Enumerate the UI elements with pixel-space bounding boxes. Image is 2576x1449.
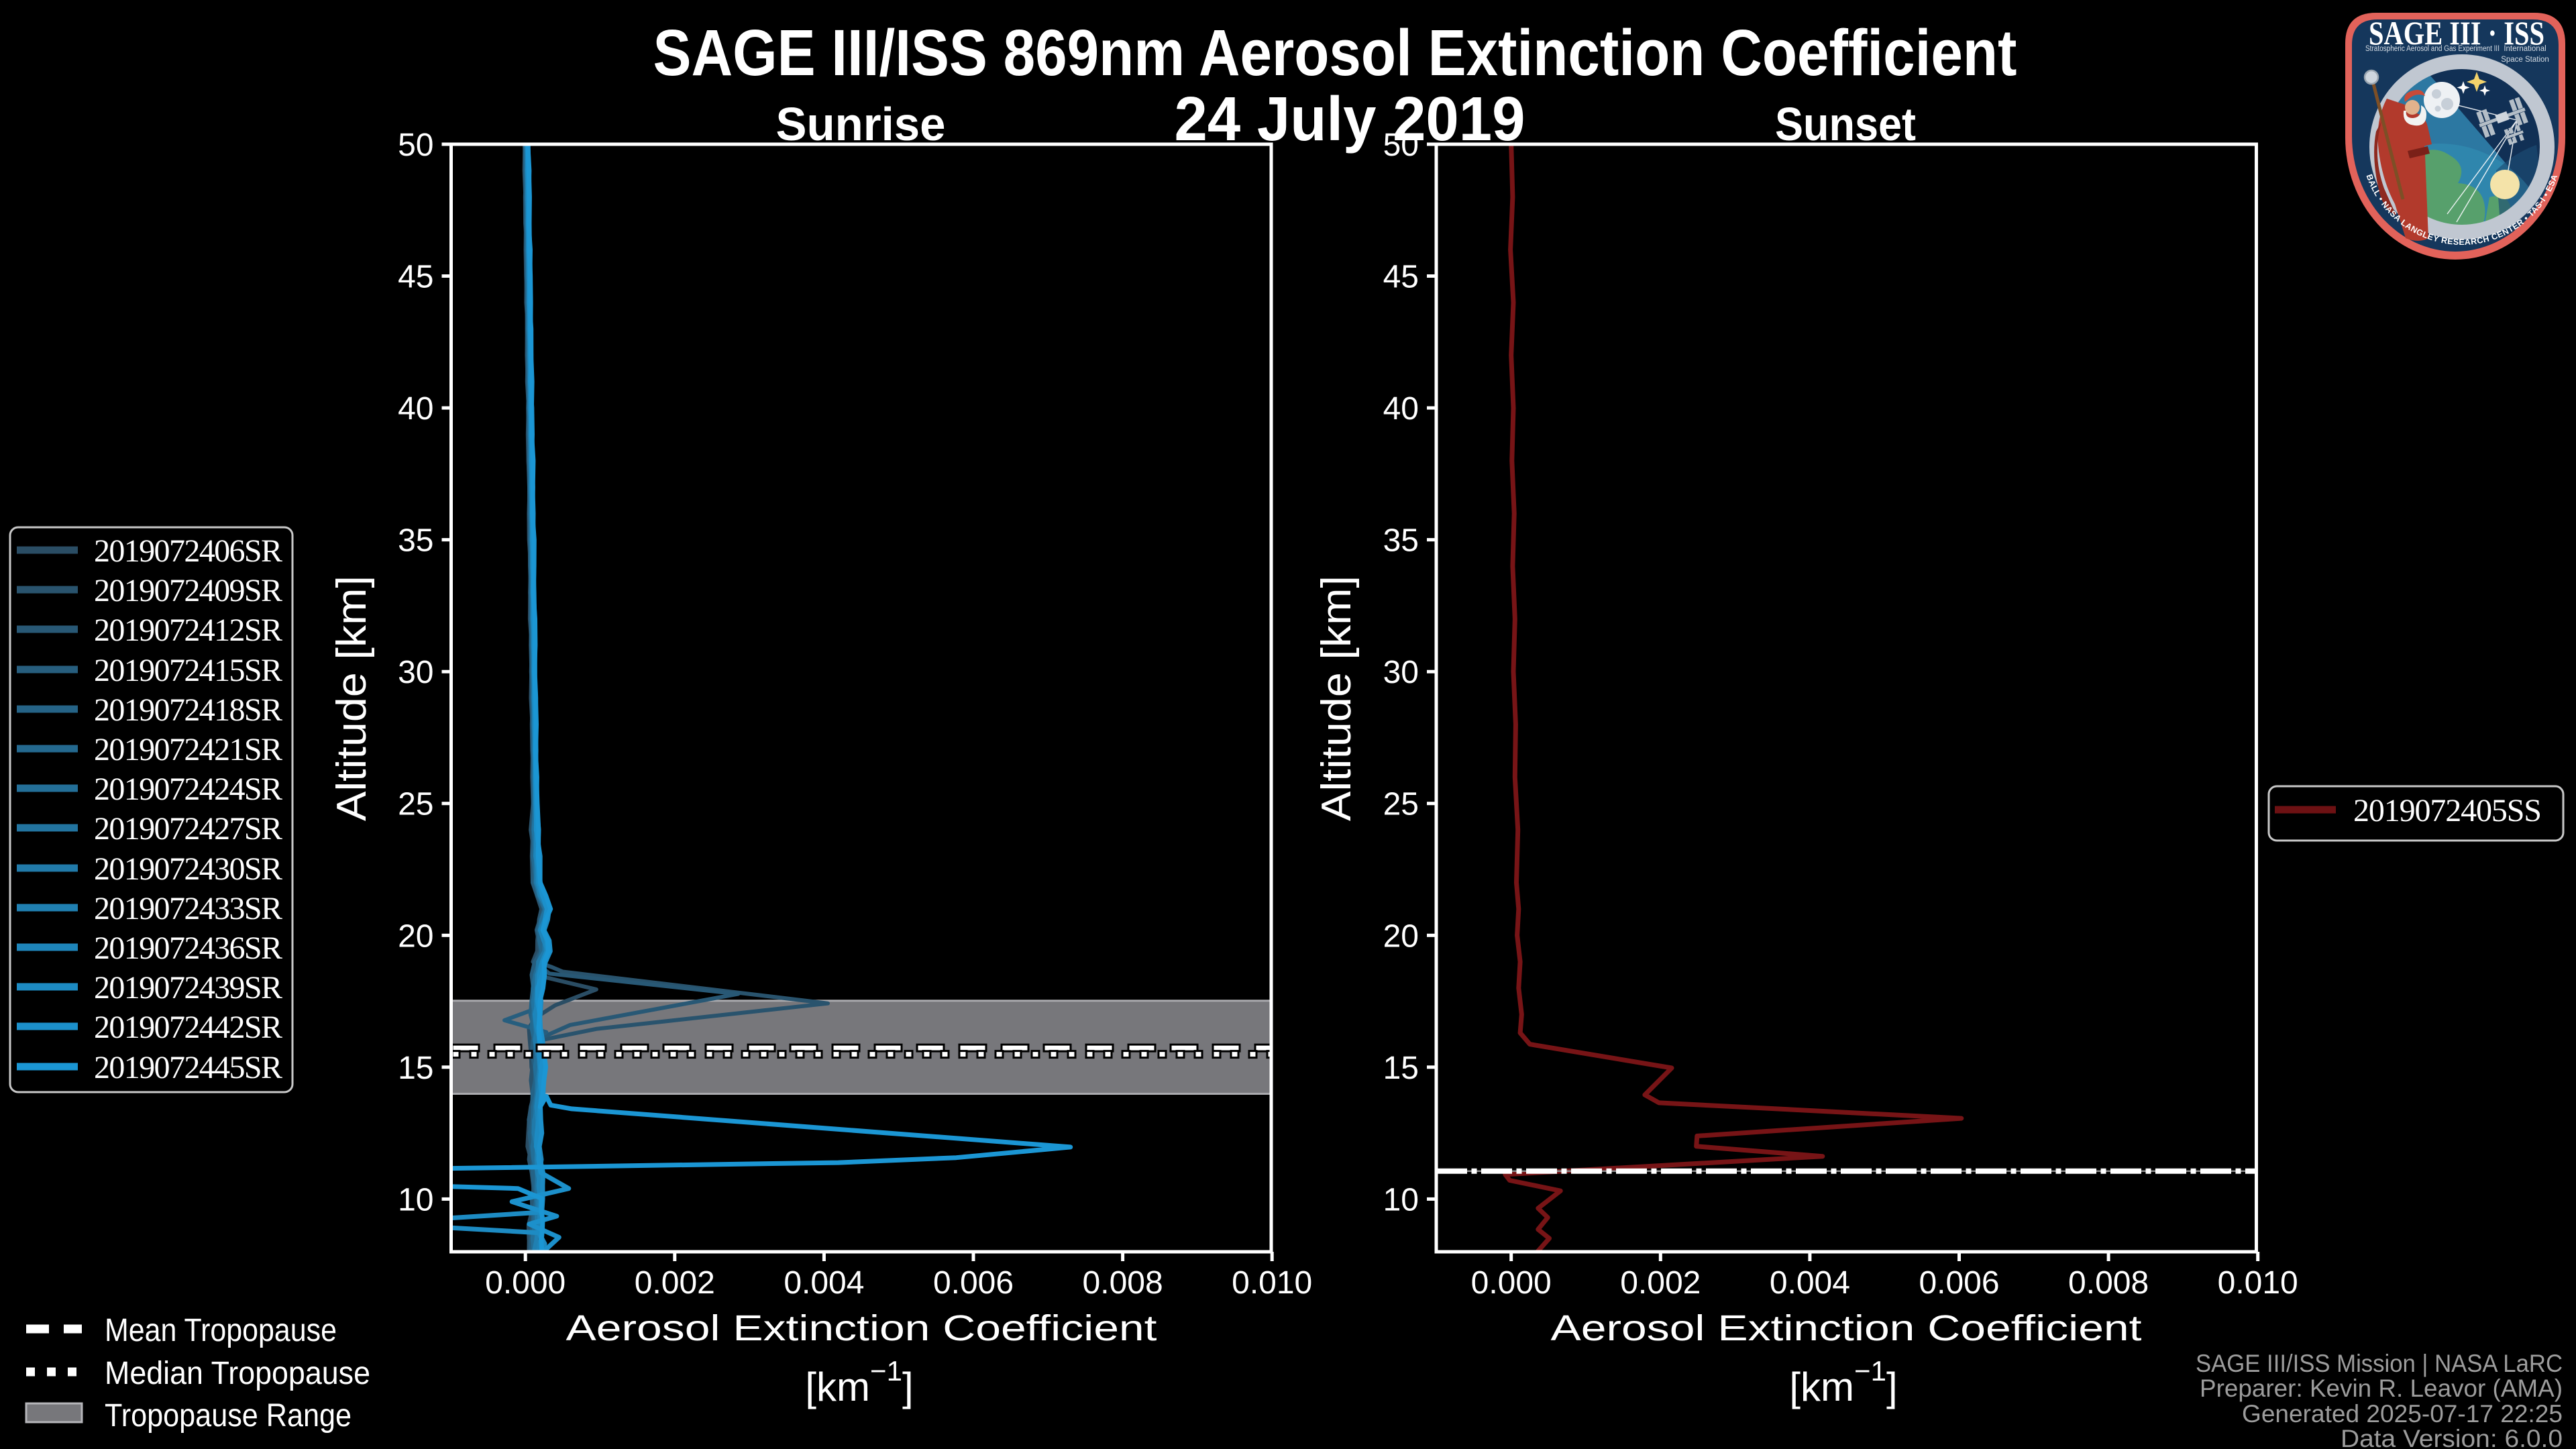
svg-text:0.002: 0.002 — [1620, 1265, 1701, 1301]
svg-text:0.010: 0.010 — [1232, 1265, 1312, 1301]
svg-text:0.006: 0.006 — [933, 1265, 1014, 1301]
svg-text:Sunrise: Sunrise — [776, 98, 946, 150]
svg-text:2019072436SR: 2019072436SR — [94, 930, 282, 966]
svg-text:SAGE III · ISS: SAGE III · ISS — [2369, 14, 2544, 52]
svg-text:Mean Tropopause: Mean Tropopause — [105, 1313, 337, 1348]
svg-text:Preparer: Kevin R. Leavor (AMA: Preparer: Kevin R. Leavor (AMA) — [2200, 1375, 2563, 1402]
svg-text:10: 10 — [398, 1182, 433, 1218]
svg-text:0.008: 0.008 — [2068, 1265, 2149, 1301]
svg-text:45: 45 — [398, 260, 433, 295]
svg-text:0.000: 0.000 — [485, 1265, 566, 1301]
svg-text:0.002: 0.002 — [635, 1265, 715, 1301]
svg-text:35: 35 — [398, 523, 433, 559]
svg-text:25: 25 — [1383, 787, 1419, 822]
svg-text:2019072421SR: 2019072421SR — [94, 732, 282, 767]
svg-text:2019072415SR: 2019072415SR — [94, 653, 282, 688]
svg-text:0.004: 0.004 — [1770, 1265, 1850, 1301]
svg-text:SAGE III/ISS 869nm Aerosol Ext: SAGE III/ISS 869nm Aerosol Extinction Co… — [653, 16, 2017, 89]
svg-text:2019072445SR: 2019072445SR — [94, 1050, 282, 1085]
svg-text:2019072430SR: 2019072430SR — [94, 851, 282, 887]
svg-text:25: 25 — [398, 787, 433, 822]
svg-text:Data Version: 6.0.0: Data Version: 6.0.0 — [2341, 1425, 2563, 1449]
svg-text:Generated 2025-07-17 22:25: Generated 2025-07-17 22:25 — [2242, 1400, 2563, 1428]
svg-text:Sunset: Sunset — [1775, 98, 1916, 150]
svg-text:2019072418SR: 2019072418SR — [94, 692, 282, 728]
svg-text:SAGE III/ISS Mission | NASA La: SAGE III/ISS Mission | NASA LaRC — [2196, 1350, 2563, 1377]
svg-text:0.006: 0.006 — [1919, 1265, 1999, 1301]
svg-text:50: 50 — [398, 127, 433, 163]
svg-text:40: 40 — [398, 391, 433, 427]
svg-text:2019072405SS: 2019072405SS — [2353, 793, 2542, 828]
svg-text:Altitude [km]: Altitude [km] — [329, 576, 375, 821]
svg-text:2019072433SR: 2019072433SR — [94, 891, 282, 926]
svg-text:0.000: 0.000 — [1471, 1265, 1552, 1301]
svg-text:20: 20 — [1383, 918, 1419, 954]
svg-text:20: 20 — [398, 918, 433, 954]
svg-text:0.008: 0.008 — [1083, 1265, 1163, 1301]
svg-text:2019072439SR: 2019072439SR — [94, 970, 282, 1006]
svg-text:2019072406SR: 2019072406SR — [94, 533, 282, 569]
svg-text:Altitude [km]: Altitude [km] — [1313, 576, 1360, 821]
svg-text:2019072427SR: 2019072427SR — [94, 811, 282, 847]
svg-text:Aerosol Extinction Coefficient: Aerosol Extinction Coefficient — [1551, 1308, 2142, 1348]
svg-text:30: 30 — [1383, 655, 1419, 690]
svg-text:10: 10 — [1383, 1182, 1419, 1218]
svg-text:Median Tropopause: Median Tropopause — [105, 1356, 370, 1391]
svg-text:15: 15 — [398, 1051, 433, 1086]
svg-text:35: 35 — [1383, 523, 1419, 559]
svg-text:24 July 2019: 24 July 2019 — [1175, 84, 1525, 154]
svg-text:Stratospheric Aerosol and Gas: Stratospheric Aerosol and Gas Experiment… — [2365, 45, 2500, 53]
svg-text:Aerosol Extinction Coefficient: Aerosol Extinction Coefficient — [566, 1308, 1157, 1348]
svg-text:30: 30 — [398, 655, 433, 690]
svg-text:50: 50 — [1383, 127, 1419, 163]
svg-text:2019072424SR: 2019072424SR — [94, 771, 282, 807]
svg-text:45: 45 — [1383, 260, 1419, 295]
svg-text:Space Station: Space Station — [2501, 56, 2549, 64]
svg-text:International: International — [2504, 45, 2546, 53]
svg-text:2019072412SR: 2019072412SR — [94, 612, 282, 648]
svg-text:15: 15 — [1383, 1051, 1419, 1086]
svg-text:0.010: 0.010 — [2218, 1265, 2298, 1301]
svg-text:0.004: 0.004 — [784, 1265, 864, 1301]
svg-text:40: 40 — [1383, 391, 1419, 427]
svg-text:Tropopause Range: Tropopause Range — [105, 1398, 352, 1434]
svg-text:2019072442SR: 2019072442SR — [94, 1010, 282, 1045]
svg-text:2019072409SR: 2019072409SR — [94, 573, 282, 608]
